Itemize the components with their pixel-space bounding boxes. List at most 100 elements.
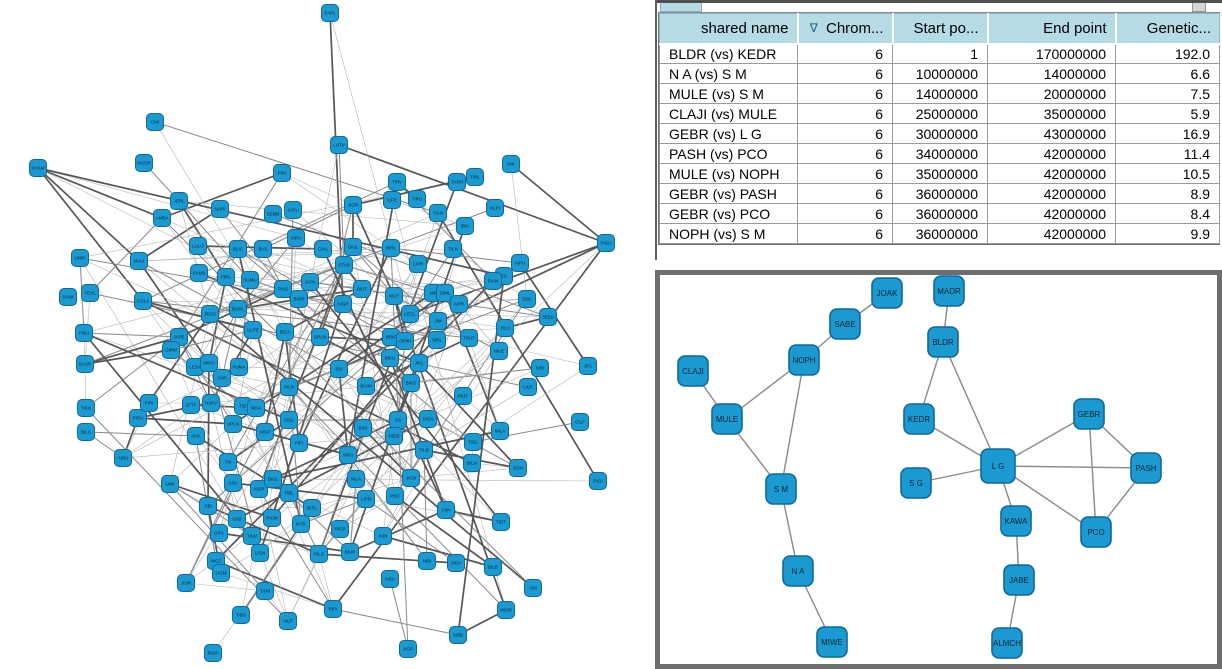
cell-chromosome[interactable]: 6 [797, 163, 893, 184]
table-row[interactable]: PASH (vs) PCO 6 34000000 42000000 11.4 [659, 143, 1220, 164]
network-node-tilu[interactable]: TILU [496, 319, 514, 337]
cell-genetic[interactable]: 6.6 [1115, 63, 1220, 84]
network-node-mule[interactable]: MULE [711, 403, 743, 435]
network-node-saur[interactable]: SAUR [76, 355, 94, 373]
network-node-puma[interactable]: PUMA [230, 358, 248, 376]
network-node-jign[interactable]: JIGN [402, 469, 420, 487]
network-node-niut[interactable]: NIUT [385, 287, 403, 305]
network-node-ciml[interactable]: CIML [436, 284, 454, 302]
network-node-klpi[interactable]: KLPI [486, 199, 504, 217]
cell-chromosome[interactable]: 6 [797, 203, 893, 224]
network-node-miwe[interactable]: MIWE [816, 626, 848, 658]
col-header-chromosome[interactable]: ∇ Chrom... [797, 13, 894, 45]
network-node-bldr[interactable]: BLDR [927, 326, 959, 358]
network-node-japu[interactable]: JAPU [284, 201, 302, 219]
network-node-pigu[interactable]: PIGU [597, 234, 615, 252]
network-node-pius[interactable]: PIUS [274, 280, 292, 298]
network-node-nigp[interactable]: NIGP [256, 423, 274, 441]
network-node-jim[interactable]: JIM [429, 312, 447, 330]
network-node-pisc[interactable]: PISC [386, 487, 404, 505]
network-node-samb[interactable]: SAMB [190, 264, 208, 282]
cell-genetic[interactable]: 8.9 [1115, 183, 1220, 204]
network-node-ciin[interactable]: CIIN [437, 501, 455, 519]
network-node-sirl[interactable]: SIRL [428, 331, 446, 349]
scroll-corner[interactable] [1192, 3, 1206, 12]
filter-icon[interactable]: ∇ [809, 20, 818, 35]
network-node-lalo[interactable]: LALO [189, 237, 207, 255]
cell-start-point[interactable]: 1 [892, 43, 988, 64]
network-node-rigp[interactable]: RIGP [331, 520, 349, 538]
cell-genetic[interactable]: 192.0 [1115, 43, 1220, 64]
network-node-jiur[interactable]: JIUR [177, 574, 195, 592]
network-node-piun[interactable]: PIUN [484, 272, 502, 290]
network-node-tarh[interactable]: TARH [448, 173, 466, 191]
cell-genetic[interactable]: 8.4 [1115, 203, 1220, 224]
network-node-giul[interactable]: GIUL [344, 238, 362, 256]
network-node-napv[interactable]: NAPV [202, 394, 220, 412]
network-node-pifi[interactable]: PIFI [290, 434, 308, 452]
table-row[interactable]: NOPH (vs) S M 6 36000000 42000000 9.9 [659, 223, 1220, 244]
cell-end-point[interactable]: 42000000 [987, 223, 1116, 244]
table-row[interactable]: N A (vs) S M 6 10000000 14000000 6.6 [659, 63, 1220, 84]
cell-shared-name[interactable]: N A (vs) S M [659, 63, 798, 84]
cell-chromosome[interactable]: 6 [797, 183, 893, 204]
col-header-end-point[interactable]: End point [987, 13, 1117, 45]
network-node-piln[interactable]: PILN [280, 378, 298, 396]
network-node-ani[interactable]: ANI [524, 579, 542, 597]
network-node-jeso[interactable]: JESO [201, 305, 219, 323]
network-node-sibi[interactable]: SIBI [531, 359, 549, 377]
network-node-mali[interactable]: MALI [130, 252, 148, 270]
cell-chromosome[interactable]: 6 [797, 123, 893, 144]
network-node-pira[interactable]: PIRA [129, 409, 147, 427]
table-row[interactable]: BLDR (vs) KEDR 6 1 170000000 192.0 [659, 43, 1220, 64]
cell-start-point[interactable]: 10000000 [892, 63, 988, 84]
network-node-bign[interactable]: BIGN [204, 644, 222, 662]
cell-start-point[interactable]: 36000000 [892, 183, 988, 204]
cell-genetic[interactable]: 10.5 [1115, 163, 1220, 184]
network-node-sumu[interactable]: SUMU [241, 271, 259, 289]
network-node-tout[interactable]: TOUT [460, 329, 478, 347]
network-node-kiin[interactable]: KIIN [374, 527, 392, 545]
cell-start-point[interactable]: 25000000 [892, 103, 988, 124]
network-node-biko[interactable]: BIKO [402, 374, 420, 392]
cell-end-point[interactable]: 14000000 [987, 63, 1116, 84]
filtered-network-panel[interactable]: JOAK SABE NOPH CLAJI MULE S M N A MIWE MADR BLDR K… [655, 270, 1222, 669]
cell-end-point[interactable]: 20000000 [987, 83, 1116, 104]
network-node-jesu[interactable]: JESU [539, 308, 557, 326]
network-node-n-a[interactable]: N A [782, 555, 814, 587]
network-node-niue[interactable]: NIUE [490, 342, 508, 360]
cell-chromosome[interactable]: 6 [797, 43, 893, 64]
network-node-bupl[interactable]: BUPL [229, 300, 247, 318]
network-node-iktk[interactable]: IKTK [292, 515, 310, 533]
cell-shared-name[interactable]: MULE (vs) NOPH [659, 163, 798, 184]
network-node-aipr[interactable]: AIPR [450, 295, 468, 313]
network-node-lutv[interactable]: LUTV [330, 136, 348, 154]
network-node-jerl[interactable]: JERL [170, 192, 188, 210]
network-node-piri[interactable]: PIRI [140, 394, 158, 412]
table-tab[interactable] [660, 3, 702, 12]
cell-shared-name[interactable]: GEBR (vs) PASH [659, 183, 798, 204]
network-node-cilf[interactable]: CILF [571, 413, 589, 431]
network-node-japi[interactable]: JAPI [213, 369, 231, 387]
network-node-unir[interactable]: UNIR [71, 249, 89, 267]
network-node-migi[interactable]: MIGI [339, 446, 357, 464]
cell-shared-name[interactable]: NOPH (vs) S M [659, 223, 798, 244]
network-node-claji[interactable]: CLAJI [677, 355, 709, 387]
col-header-genetic[interactable]: Genetic... [1115, 13, 1220, 45]
network-node-tiku[interactable]: TIKU [77, 399, 95, 417]
network-node-semb[interactable]: SEMB [264, 205, 282, 223]
cell-genetic[interactable]: 5.9 [1115, 103, 1220, 124]
network-node-nibi[interactable]: NIBI [418, 552, 436, 570]
network-node-bilb[interactable]: BILB [484, 558, 502, 576]
network-node-nigr[interactable]: NIGR [334, 295, 352, 313]
cell-shared-name[interactable]: PASH (vs) PCO [659, 143, 798, 164]
network-node-joak[interactable]: JOAK [871, 277, 903, 309]
network-node-siam[interactable]: SIAM [59, 288, 77, 306]
network-node-nuri[interactable]: NURI [211, 200, 229, 218]
cell-genetic[interactable]: 7.5 [1115, 83, 1220, 104]
network-node-nigi[interactable]: NIGI [381, 570, 399, 588]
cell-chromosome[interactable]: 6 [797, 223, 893, 244]
table-row[interactable]: GEBR (vs) PCO 6 36000000 42000000 8.4 [659, 203, 1220, 224]
table-row[interactable]: GEBR (vs) PASH 6 36000000 42000000 8.9 [659, 183, 1220, 204]
network-node-l-g[interactable]: L G [980, 448, 1016, 484]
